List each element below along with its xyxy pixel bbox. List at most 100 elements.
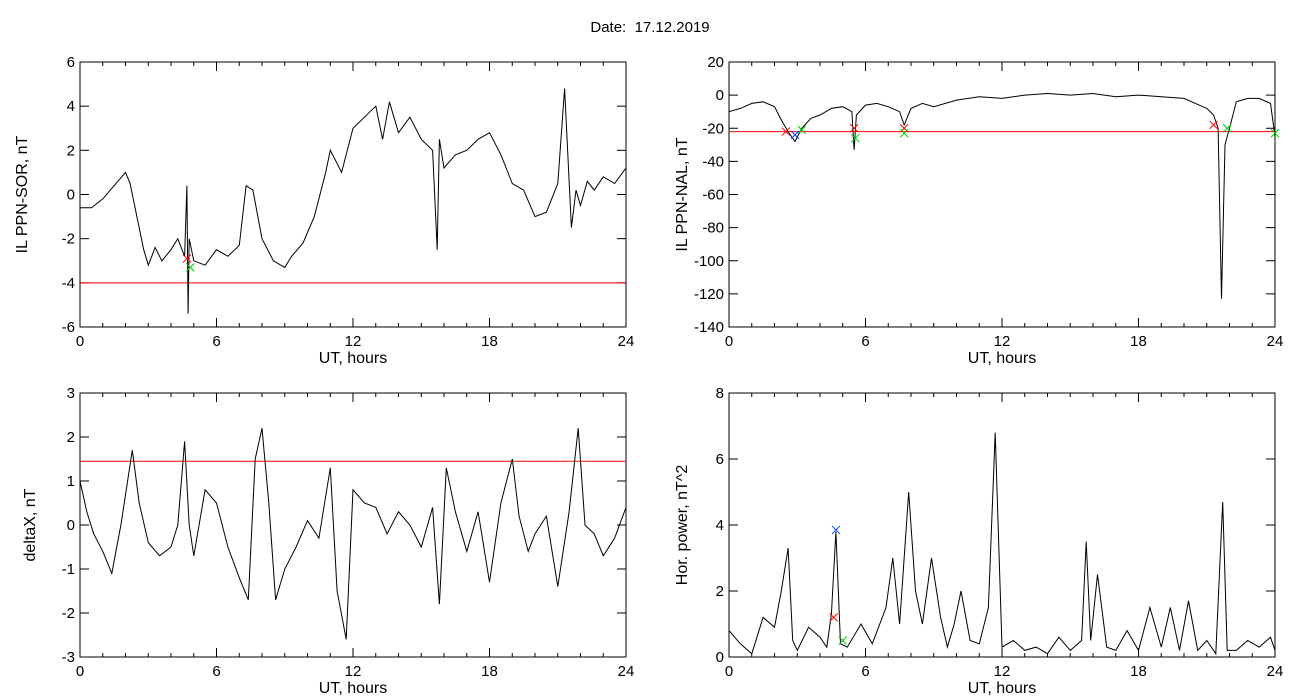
event-marker-red [182,254,192,263]
event-marker-green [1270,128,1280,138]
y-axis-label: deltaX, nT [22,488,39,561]
plot-frame [79,61,627,328]
y-tick-label: -1 [62,561,75,578]
y-tick-label: -100 [694,253,724,270]
x-tick-label: 24 [618,663,635,680]
y-tick-label: -120 [694,286,724,303]
x-tick-label: 24 [1267,333,1284,350]
marker-stroke [850,133,860,143]
marker-stroke [829,613,839,622]
x-tick-label: 6 [861,333,869,350]
x-tick-label: 12 [345,663,362,680]
y-tick-label: 20 [707,54,724,71]
marker-stroke [790,130,800,140]
x-tick-label: 18 [481,663,498,680]
x-axis-label: UT, hours [968,350,1036,367]
event-marker-red [781,127,791,136]
event-marker-green [797,125,807,135]
y-tick-label: 3 [67,385,75,402]
x-tick-label: 0 [76,663,84,680]
x-tick-label: 18 [1130,663,1147,680]
marker-stroke [185,263,195,272]
y-tick-label: -6 [62,319,75,336]
x-tick-label: 18 [1130,333,1147,350]
y-tick-label: 6 [716,451,724,468]
y-tick-label: -80 [702,220,724,237]
x-tick-label: 6 [861,663,869,680]
marker-stroke [831,525,841,535]
y-axis-label: Hor. power, nT^2 [674,465,691,586]
plot-frame [79,392,627,658]
x-tick-label: 12 [994,333,1011,350]
x-tick-label: 0 [76,333,84,350]
y-tick-label: 1 [67,473,75,490]
event-marker-blue [831,525,841,535]
date-label: Date: [590,19,627,36]
data-series-line [79,428,627,640]
event-marker-red [1209,120,1218,130]
chart-panel-2: 0 6 12 18 24 -140 -120 -100 -80 -60 -40 -20 0 20 UT, h… [674,54,1283,367]
y-tick-label: -60 [702,187,724,204]
x-tick-label: 6 [212,663,220,680]
event-marker-green [850,133,860,143]
y-tick-label: -4 [62,275,75,292]
marker-stroke [1222,123,1232,133]
x-axis-label: UT, hours [319,680,387,697]
y-tick-label: -2 [62,605,75,622]
marker-stroke [1209,120,1218,130]
marker-stroke [849,123,859,133]
event-marker-green [899,128,909,138]
y-tick-label: 0 [67,187,75,204]
date-value: 17.12.2019 [634,19,710,36]
x-axis-label: UT, hours [319,350,387,367]
y-tick-label: 4 [716,517,724,534]
y-tick-label: 4 [67,98,75,115]
y-tick-label: 8 [716,385,724,402]
event-marker-blue [790,130,800,140]
x-tick-label: 24 [618,333,635,350]
y-axis-label: IL PPN-SOR, nT [14,135,31,253]
event-marker-green [1222,123,1232,133]
y-tick-label: 2 [67,142,75,159]
marker-stroke [182,254,192,263]
event-marker-green [838,636,848,645]
marker-stroke [899,128,909,138]
plot-frame [728,392,1276,658]
marker-stroke [781,127,791,136]
page-title: Date: 17.12.2019 [0,19,1300,36]
marker-stroke [838,636,848,645]
x-tick-label: 0 [725,333,733,350]
plot-frame [728,61,1276,328]
y-tick-label: 6 [67,54,75,71]
marker-stroke [1270,128,1280,138]
y-tick-label: 0 [716,649,724,666]
event-marker-red [829,613,839,622]
event-marker-green [185,263,195,272]
data-series-line [80,88,627,314]
y-tick-label: -40 [702,153,724,170]
x-tick-label: 6 [212,333,220,350]
x-tick-label: 12 [994,663,1011,680]
y-tick-label: 0 [67,517,75,534]
y-tick-label: -2 [62,231,75,248]
data-series-line [728,432,1276,656]
x-tick-label: 24 [1267,663,1284,680]
x-tick-label: 0 [725,663,733,680]
x-tick-label: 18 [481,333,498,350]
x-tick-label: 12 [345,333,362,350]
y-tick-label: 0 [716,87,724,104]
data-series-line [728,92,1276,299]
marker-stroke [797,125,807,135]
y-tick-label: -20 [702,120,724,137]
y-tick-label: -140 [694,319,724,336]
y-tick-label: 2 [67,429,75,446]
x-axis-label: UT, hours [968,680,1036,697]
y-tick-label: -3 [62,649,75,666]
event-marker-red [849,123,859,133]
y-tick-label: 2 [716,583,724,600]
y-axis-label: IL PPN-NAL, nT [674,137,691,251]
